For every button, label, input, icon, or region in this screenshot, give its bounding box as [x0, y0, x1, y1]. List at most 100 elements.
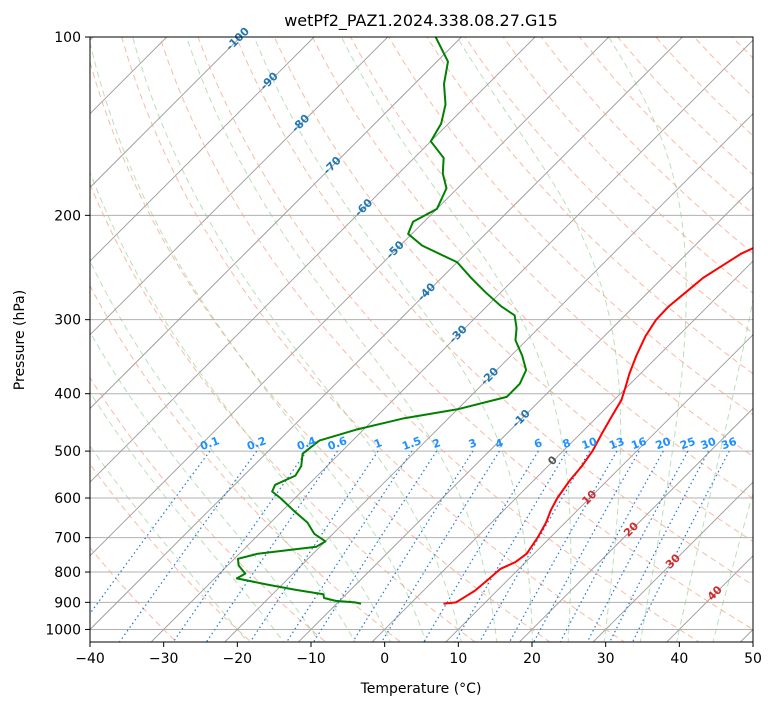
dewpoint-line — [235, 37, 528, 605]
mixing-ratio-line — [559, 450, 664, 642]
x-tick-label: 20 — [523, 651, 541, 667]
moist-adiabat — [90, 40, 427, 642]
isotherm-line — [371, 260, 753, 642]
mixing-ratio-label: 0.1 — [198, 434, 221, 453]
y-tick-label: 500 — [54, 444, 81, 460]
chart-title: wetPf2_PAZ1.2024.338.08.27.G15 — [284, 11, 558, 31]
isotherm-line — [518, 407, 753, 642]
x-tick-label: −40 — [75, 651, 105, 667]
y-tick-label: 1000 — [45, 622, 81, 638]
mixing-ratio-line — [380, 450, 500, 642]
y-tick-label: 600 — [54, 491, 81, 507]
y-axis: 100 200 300 400 500 600 700 800 900 1000 — [45, 30, 90, 638]
dry-adiabat — [350, 37, 753, 457]
dry-adiabat — [90, 182, 476, 642]
mixing-ratio-line — [312, 450, 438, 642]
moist-adiabat — [456, 37, 622, 642]
dry-adiabat — [159, 37, 701, 642]
isotherm-line — [297, 186, 753, 642]
dry-adiabat — [197, 37, 753, 631]
isotherm-line — [224, 113, 753, 642]
mixing-ratio-label: 10 — [580, 435, 599, 453]
isotherm-line — [445, 334, 753, 642]
mixing-ratio-line — [508, 450, 618, 642]
isotherm-line — [150, 39, 753, 642]
mixing-ratio-line — [285, 450, 413, 642]
mixing-ratio-line — [479, 450, 591, 642]
mixing-ratio-label: 25 — [678, 435, 697, 452]
moist-adiabat — [90, 331, 321, 642]
mixing-ratio-label: 0.6 — [326, 434, 349, 453]
isotherm-line — [592, 481, 753, 642]
isotherm-line — [90, 37, 610, 557]
mixing-ratio-label: 36 — [720, 435, 739, 453]
moist-adiabat — [90, 444, 249, 642]
dry-adiabat — [90, 284, 402, 642]
mixing-ratio-line — [533, 450, 640, 642]
moist-adiabat — [608, 37, 687, 642]
dry-adiabat — [90, 376, 327, 642]
y-tick-label: 900 — [54, 595, 81, 611]
profile-lines — [235, 37, 753, 605]
moist-adiabat — [90, 260, 356, 642]
moist-adiabat — [90, 391, 285, 642]
x-axis: −40 −30 −20 −10 0 10 20 30 40 50 — [75, 642, 762, 667]
moist-adiabat — [253, 37, 533, 642]
isotherm-line — [90, 37, 315, 262]
moist-adiabat — [90, 171, 392, 642]
isotherm-line — [90, 37, 242, 189]
y-tick-label: 400 — [54, 387, 81, 403]
mixing-ratio-line — [631, 450, 730, 642]
mixing-ratio-label: 30 — [699, 435, 718, 453]
moist-adiabat — [676, 296, 753, 642]
y-axis-title: Pressure (hPa) — [12, 290, 28, 390]
y-tick-label: 800 — [54, 565, 81, 581]
mixing-ratio-label: 1 — [372, 436, 384, 451]
x-tick-label: −10 — [296, 651, 326, 667]
moist-adiabat — [132, 37, 462, 642]
x-tick-label: 40 — [670, 651, 688, 667]
moist-adiabat — [712, 491, 753, 642]
mixing-ratio-label: 4 — [493, 436, 505, 451]
plot-frame — [89, 36, 754, 643]
mixing-ratio-labels: 0.1 0.2 0.4 0.6 1 1.5 2 3 4 6 8 10 13 16 20 25 30 36 — [198, 434, 738, 453]
y-tick-label: 200 — [54, 208, 81, 224]
temperature-line — [443, 247, 753, 605]
isotherm-line — [90, 37, 389, 336]
dry-adiabat — [388, 37, 753, 416]
mixing-ratio-label: 20 — [654, 435, 673, 453]
x-tick-label: 30 — [597, 651, 615, 667]
mixing-ratio-label: 2 — [431, 436, 443, 451]
moist-adiabat — [185, 37, 498, 642]
mixing-ratio-label: 13 — [607, 435, 626, 452]
x-axis-title: Temperature (°C) — [360, 681, 482, 697]
x-tick-label: 10 — [449, 651, 467, 667]
y-tick-label: 100 — [54, 30, 81, 46]
mixing-ratio-label: 6 — [532, 436, 544, 451]
isotherm-line — [90, 37, 463, 410]
mixing-ratio-line — [205, 450, 339, 642]
mixing-ratio-label: 8 — [561, 436, 573, 451]
dry-adiabat — [90, 60, 551, 642]
mixing-ratio-line — [454, 450, 568, 642]
mixing-ratio-label: 0.4 — [295, 434, 318, 453]
mixing-ratio-label: 0.2 — [245, 434, 268, 453]
dry-adiabat — [121, 37, 626, 642]
x-tick-label: −20 — [223, 651, 253, 667]
x-tick-label: 50 — [744, 651, 762, 667]
dry-adiabat — [273, 37, 753, 543]
isotherm-line — [90, 37, 536, 483]
x-tick-label: 0 — [380, 651, 389, 667]
mixing-ratio-label: 3 — [467, 436, 479, 451]
dry-adiabat — [426, 37, 753, 375]
y-tick-label: 300 — [54, 313, 81, 329]
isotherm-line — [90, 37, 684, 631]
dry-adiabat — [90, 463, 252, 642]
dry-adiabat — [235, 37, 753, 586]
mixing-ratio-line — [423, 450, 539, 642]
moist-adiabat — [340, 37, 572, 642]
mixing-ratio-label: 1.5 — [400, 434, 423, 453]
mixing-ratio-line — [118, 450, 258, 642]
